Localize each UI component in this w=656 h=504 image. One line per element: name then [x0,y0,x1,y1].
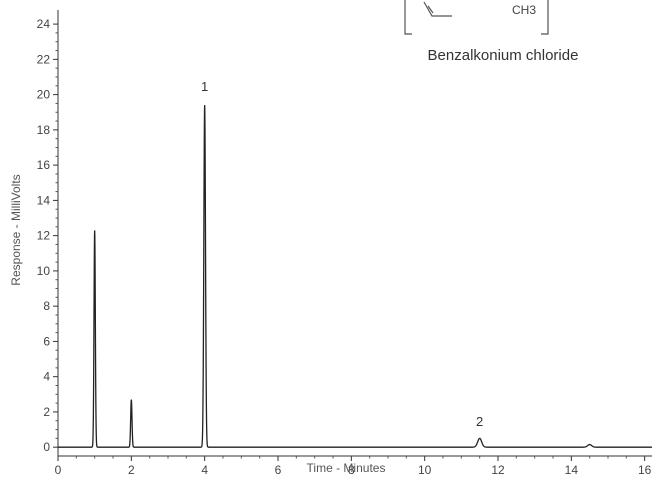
x-tick-label: 6 [275,463,282,477]
structure-right-bracket [541,0,549,35]
x-tick-label: 2 [128,463,135,477]
y-tick-label: 6 [43,334,50,348]
x-ticks: 0 2 4 6 8 10 12 14 16 [55,456,652,477]
peak-label-2: 2 [476,414,483,429]
methyl-group-label: CH3 [512,3,536,17]
x-tick-label: 14 [565,463,579,477]
y-tick-label: 24 [37,17,51,31]
y-tick-label: 0 [43,440,50,454]
chromatogram-trace [58,105,652,448]
y-tick-label: 10 [37,264,51,278]
y-tick-label: 18 [37,123,51,137]
x-tick-label: 10 [418,463,432,477]
y-tick-label: 2 [43,405,50,419]
y-tick-label: 12 [37,229,51,243]
y-tick-label: 4 [43,370,50,384]
peak-annotations: 12 [201,79,483,429]
y-tick-label: 16 [37,158,51,172]
y-tick-label: 14 [37,193,51,207]
x-tick-label: 0 [55,463,62,477]
peak-label-1: 1 [201,79,208,94]
x-tick-label: 4 [201,463,208,477]
x-tick-label: 8 [348,463,355,477]
y-tick-label: 22 [37,52,51,66]
x-axis-title: Time - Minutes [307,461,386,475]
y-tick-label: 8 [43,299,50,313]
compound-label: Benzalkonium chloride [428,47,579,64]
structure-left-bracket [404,0,412,35]
x-tick-label: 12 [491,463,505,477]
y-axis-title: Response - MilliVolts [9,174,23,285]
axes [57,10,652,457]
x-tick-label: 16 [638,463,652,477]
y-tick-label: 20 [37,88,51,102]
benzene-ring-fragment [423,1,452,17]
chemical-structure-fragment: CH3 [404,0,549,35]
